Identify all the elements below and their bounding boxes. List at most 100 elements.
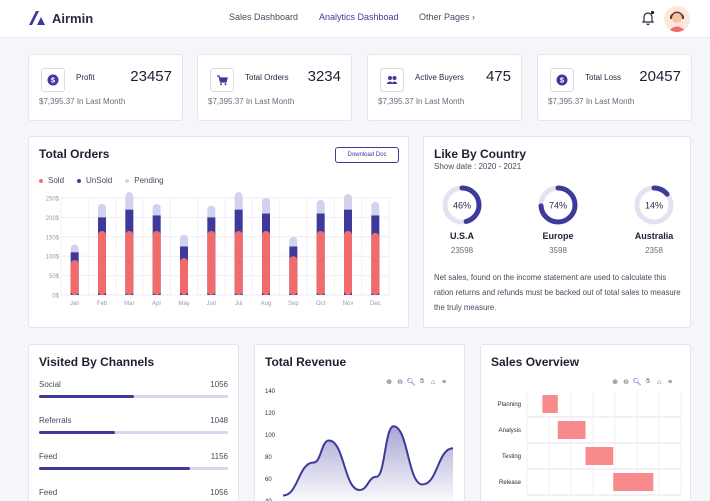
legend-label: UnSold xyxy=(86,176,113,185)
stat-label: Total Loss xyxy=(585,73,622,82)
zoom-in-icon[interactable]: ⊕ xyxy=(612,379,618,386)
zoom-out-icon[interactable]: ⊖ xyxy=(623,379,629,386)
legend-dot xyxy=(125,178,130,183)
dollar-icon: $ xyxy=(41,68,65,92)
zoom-out-icon[interactable]: ⊖ xyxy=(397,379,403,386)
country-count: 23598 xyxy=(450,246,474,255)
revenue-area xyxy=(283,426,453,501)
brand-logo[interactable]: Airmin xyxy=(28,10,93,26)
pan-icon[interactable]: ✋︎ xyxy=(420,378,424,385)
legend-item-sold[interactable]: Sold xyxy=(39,176,64,185)
y-tick-label: 250$ xyxy=(46,197,60,203)
total-orders-card: Total Orders Download Doc Sold UnSold Pe… xyxy=(28,136,409,328)
card-title: Like By Country xyxy=(434,147,527,161)
legend-item-pending[interactable]: Pending xyxy=(125,176,164,185)
x-tick-label: Jun xyxy=(206,301,216,307)
search-icon[interactable]: 🔍︎ xyxy=(406,379,416,386)
channel-progress xyxy=(39,431,228,434)
gantt-bar-planning[interactable] xyxy=(542,395,558,413)
total-revenue-card: Total Revenue ⊕ ⊖ 🔍︎ ✋︎ ⌂ ≡ 40 60 80 100 120… xyxy=(254,344,465,501)
stat-label: Profit xyxy=(76,73,95,82)
ring-label: 74% xyxy=(549,201,567,211)
y-tick-label: 150$ xyxy=(46,235,60,241)
gantt-bar-analysis[interactable] xyxy=(557,421,586,439)
y-tick-label: 40 xyxy=(265,499,272,501)
country-count: 3598 xyxy=(549,246,567,255)
download-doc-button[interactable]: Download Doc xyxy=(335,147,399,163)
y-tick-label: 100 xyxy=(265,433,276,439)
gantt-bar-release[interactable] xyxy=(613,473,654,491)
bar-sold-sep[interactable] xyxy=(289,256,298,295)
home-icon[interactable]: ⌂ xyxy=(430,378,436,386)
home-icon[interactable]: ⌂ xyxy=(656,378,662,386)
ring-progress xyxy=(634,185,674,225)
country-usa: 46% U.S.A 23598 xyxy=(427,184,497,255)
y-tick-label: 80 xyxy=(265,455,272,461)
bar-sold-jul[interactable] xyxy=(234,230,243,295)
dollar-icon: $ xyxy=(550,68,574,92)
date-range: Show date : 2020 - 2021 xyxy=(434,162,522,171)
legend-item-unsold[interactable]: UnSold xyxy=(77,176,112,185)
stat-sub: $7,395.37 In Last Month xyxy=(39,97,126,106)
stat-card-total-loss: $ Total Loss 20457 $7,395.37 In Last Mon… xyxy=(537,54,692,121)
stat-sub: $7,395.37 In Last Month xyxy=(548,97,635,106)
stat-value: 20457 xyxy=(639,68,681,85)
zoom-in-icon[interactable]: ⊕ xyxy=(386,379,392,386)
country-name: Australia xyxy=(634,231,674,241)
bar-sold-nov[interactable] xyxy=(344,230,352,295)
bar-sold-oct[interactable] xyxy=(316,230,325,295)
gantt-label: Planning xyxy=(498,402,521,408)
bar-sold-aug[interactable] xyxy=(262,230,270,295)
like-by-country-card: Like By Country Show date : 2020 - 2021 … xyxy=(423,136,691,328)
menu-icon[interactable]: ≡ xyxy=(667,378,673,386)
ring-progress xyxy=(538,185,578,225)
channel-feed-2: Feed 1056 xyxy=(39,488,228,497)
bar-sold-apr[interactable] xyxy=(152,230,161,295)
gantt-label: Release xyxy=(499,480,522,486)
channel-value: 1056 xyxy=(210,380,228,389)
bell-icon[interactable] xyxy=(641,10,655,26)
pan-icon[interactable]: ✋︎ xyxy=(646,378,650,385)
channel-name: Feed xyxy=(39,452,58,461)
chart-toolbar: ⊕ ⊖ 🔍︎ ✋︎ ⌂ ≡ xyxy=(385,378,448,386)
channel-progress xyxy=(39,395,228,398)
channel-progress-fill xyxy=(39,431,115,434)
ring-label: 46% xyxy=(453,201,471,211)
bar-sold-mar[interactable] xyxy=(125,230,134,295)
x-tick-label: Nov xyxy=(343,301,354,307)
x-tick-label: Oct xyxy=(316,301,326,307)
menu-icon[interactable]: ≡ xyxy=(441,378,447,386)
stat-label: Active Buyers xyxy=(415,73,464,82)
x-tick-label: Sep xyxy=(288,301,299,307)
stat-card-profit: $ Profit 23457 $7,395.37 In Last Month xyxy=(28,54,183,121)
orders-bar-chart: 0$ 50$ 100$ 150$ 200$ 250$ Jan Feb Mar Apr May Jun J… xyxy=(46,192,390,307)
ring-label: 14% xyxy=(645,201,663,211)
country-count: 2358 xyxy=(645,246,663,255)
progress-ring: 46% xyxy=(442,185,482,225)
sales-gantt-chart: Planning Analysis Testing Release xyxy=(498,391,682,496)
nav-other-pages[interactable]: Other Pages › xyxy=(419,12,476,22)
legend-dot xyxy=(77,178,82,183)
bar-sold-jun[interactable] xyxy=(207,230,216,295)
gantt-label: Testing xyxy=(502,454,521,460)
nav-analytics-dashboard[interactable]: Analytics Dashboad xyxy=(319,12,399,22)
chart-legend: Sold UnSold Pending xyxy=(39,176,164,185)
bar-sold-jan[interactable] xyxy=(70,260,79,295)
stat-label: Total Orders xyxy=(245,73,289,82)
x-tick-label: Feb xyxy=(97,301,108,307)
channel-progress xyxy=(39,467,228,470)
channel-name: Social xyxy=(39,380,61,389)
gantt-bar-testing[interactable] xyxy=(585,447,614,465)
y-tick-label: 200$ xyxy=(46,216,60,222)
bar-sold-may[interactable] xyxy=(180,258,188,295)
search-icon[interactable]: 🔍︎ xyxy=(632,379,642,386)
country-name: U.S.A xyxy=(449,231,474,241)
bar-sold-feb[interactable] xyxy=(98,230,106,295)
bar-sold-dec[interactable] xyxy=(371,232,380,295)
channel-value: 1056 xyxy=(210,488,228,497)
nav-sales-dashboard[interactable]: Sales Dashboard xyxy=(229,12,299,22)
channel-social: Social 1056 xyxy=(39,380,228,398)
channel-name: Feed xyxy=(39,488,58,497)
x-tick-label: Jan xyxy=(70,301,80,307)
avatar[interactable] xyxy=(664,6,690,32)
